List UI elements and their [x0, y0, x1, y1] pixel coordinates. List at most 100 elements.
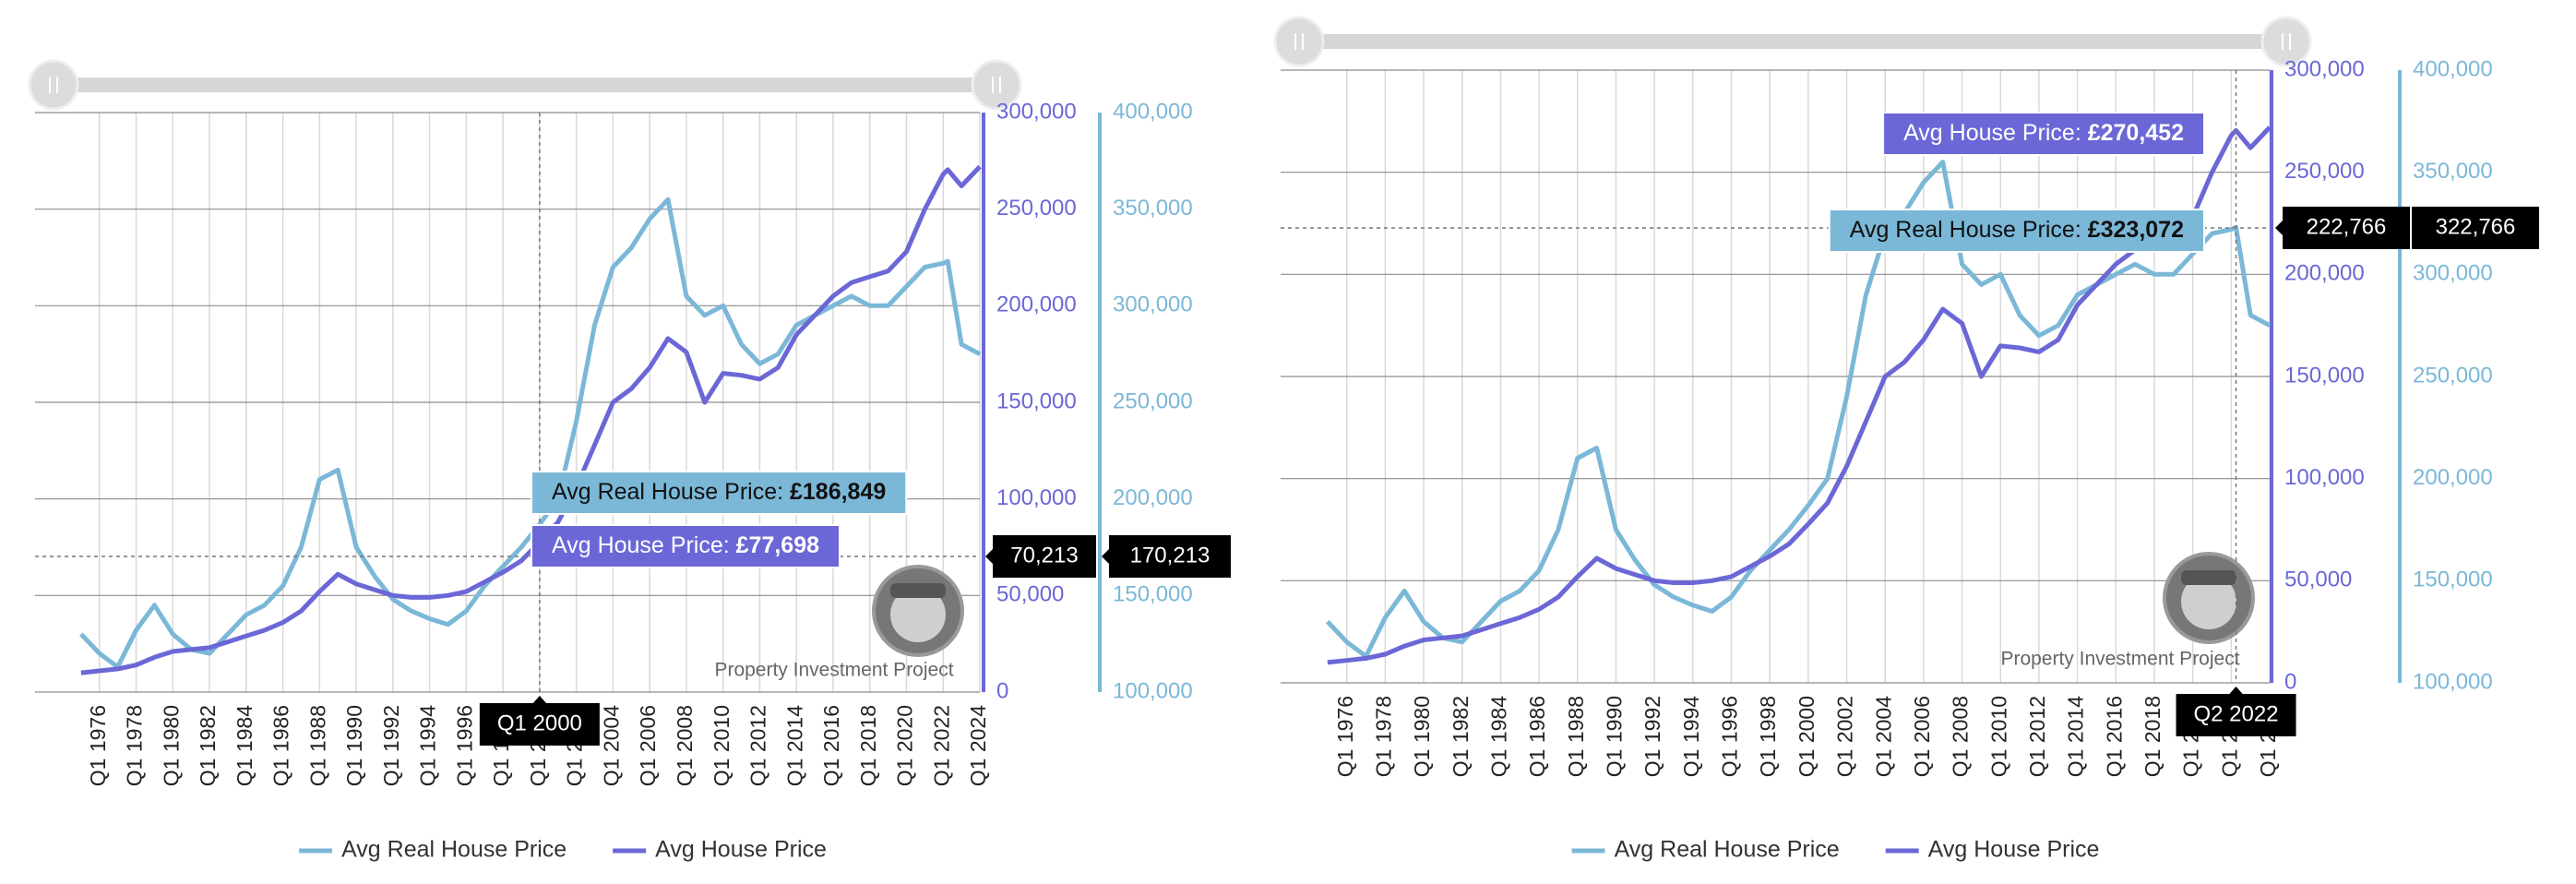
- y2-tick-label: 300,000: [1113, 293, 1193, 317]
- tooltip-box: [531, 471, 908, 515]
- x-tick-label: Q1 1988: [305, 705, 329, 786]
- x-tick-label: Q1 1986: [1525, 696, 1549, 777]
- x-tick-label: Q1 1980: [1410, 696, 1434, 777]
- crosshair-y2-label-box: [1109, 535, 1231, 579]
- y-tick-label: 0: [2284, 669, 2296, 694]
- y-tick-label: 200,000: [996, 293, 1077, 317]
- x-tick-label: Q1 1996: [1718, 696, 1742, 777]
- y2-tick-label: 200,000: [1113, 485, 1193, 510]
- tooltip-value: £270,452: [2088, 120, 2184, 146]
- x-tick-label: Q1 1984: [1486, 696, 1510, 777]
- scrollbar-handle[interactable]: [2260, 16, 2312, 67]
- x-tick-label: Q1 2012: [2025, 696, 2049, 777]
- y2-tick-label: 100,000: [2413, 669, 2493, 694]
- crosshair-y-pointer: [2275, 220, 2283, 235]
- x-tick-label: Q1 1992: [1640, 696, 1664, 777]
- tooltip-box: [531, 524, 841, 568]
- x-tick-label: Q1 2002: [1833, 696, 1857, 777]
- watermark: Property Investment Project: [2000, 649, 2239, 670]
- tooltip-label: Avg House Price:: [1903, 120, 2088, 146]
- x-tick-label: Q1 2018: [2141, 696, 2165, 777]
- tooltip-value: £323,072: [2088, 217, 2184, 243]
- y-tick-label: 100,000: [996, 485, 1077, 510]
- watermark: Property Investment Project: [714, 660, 953, 681]
- y2-tick-label: 250,000: [2413, 363, 2493, 388]
- y2-tick-label: 250,000: [1113, 388, 1193, 413]
- x-tick-label: Q1 1986: [269, 705, 293, 786]
- x-tick-label: Q1 2014: [2064, 696, 2088, 777]
- scrollbar-track[interactable]: [1299, 34, 2288, 49]
- y2-tick-label: 400,000: [2413, 56, 2493, 81]
- x-tick-label: Q1 1996: [452, 705, 476, 786]
- crosshair-y2-pointer: [1102, 549, 1109, 565]
- crosshair-x-label: Q2 2022: [2193, 701, 2278, 726]
- y-tick-label: 150,000: [996, 388, 1077, 413]
- range-scrollbar[interactable]: [1273, 16, 2312, 67]
- x-tick-label: Q1 1976: [1333, 696, 1357, 777]
- crosshair-x-pointer: [531, 696, 547, 704]
- legend-label[interactable]: Avg House Price: [655, 837, 827, 863]
- scrollbar-track[interactable]: [54, 78, 998, 92]
- logo-hair: [2181, 570, 2236, 585]
- legend-label[interactable]: Avg Real House Price: [341, 837, 566, 863]
- y-tick-label: 0: [996, 678, 1008, 703]
- legend: Avg Real House Price Avg House Price: [1571, 837, 2100, 863]
- tooltip-text: Avg House Price: £77,698: [552, 532, 819, 558]
- x-tick-label: Q1 2006: [1910, 696, 1934, 777]
- tooltip-text: Avg Real House Price: £186,849: [552, 479, 886, 505]
- y2-tick-label: 150,000: [1113, 582, 1193, 607]
- x-tick-label: Q1 2016: [2102, 696, 2126, 777]
- crosshair-y2-label: 170,213: [1130, 543, 1210, 567]
- x-tick-label: Q1 2010: [1986, 696, 2010, 777]
- y-tick-label: 50,000: [2284, 567, 2352, 592]
- crosshair-y-label-box: [993, 535, 1096, 579]
- y-tick-label: 250,000: [2284, 159, 2365, 184]
- scrollbar-handle[interactable]: [28, 59, 79, 111]
- y2-tick-label: 200,000: [2413, 465, 2493, 490]
- tooltip-box: [1882, 112, 2205, 156]
- x-tick-label: Q1 1988: [1564, 696, 1588, 777]
- x-tick-label: Q1 2024: [966, 705, 990, 786]
- legend-label[interactable]: Avg Real House Price: [1615, 837, 1840, 863]
- x-tick-label: Q1 1984: [233, 705, 256, 786]
- tooltip-text: Avg Real House Price: £323,072: [1850, 217, 2184, 243]
- x-tick-label: Q1 2016: [819, 705, 843, 786]
- y2-tick-label: 300,000: [2413, 261, 2493, 286]
- legend-label[interactable]: Avg House Price: [1928, 837, 2100, 863]
- x-tick-label: Q1 2000: [1795, 696, 1819, 777]
- y-tick-label: 250,000: [996, 196, 1077, 221]
- scrollbar-handle[interactable]: [971, 59, 1022, 111]
- crosshair-y2-label-box: [2412, 206, 2539, 249]
- y2-tick-label: 350,000: [2413, 159, 2493, 184]
- y-tick-label: 300,000: [996, 99, 1077, 124]
- range-scrollbar[interactable]: [28, 59, 1022, 111]
- y-tick-label: 150,000: [2284, 363, 2365, 388]
- x-tick-label: Q1 2012: [746, 705, 770, 786]
- x-tick-label: Q1 2020: [893, 705, 917, 786]
- y2-tick-label: 150,000: [2413, 567, 2493, 592]
- x-tick-label: Q1 2004: [1871, 696, 1895, 777]
- crosshair-y-label: 70,213: [1010, 543, 1078, 567]
- series-line: [1327, 125, 2272, 665]
- crosshair-x-box: [2176, 694, 2296, 736]
- x-tick-label: Q1 2006: [636, 705, 660, 786]
- logo-hair: [890, 583, 946, 598]
- x-tick-label: Q1 1976: [86, 705, 110, 786]
- x-tick-label: Q1 1980: [159, 705, 183, 786]
- chart: Q1 1976 Q1 1978 Q1 1980 Q1 1982 Q1 1984 Q1 19…: [28, 59, 1231, 863]
- x-tick-label: Q1 2010: [710, 705, 733, 786]
- logo-face: [2181, 574, 2236, 629]
- series-line: [79, 197, 982, 670]
- x-tick-label: Q1 1994: [1679, 696, 1703, 777]
- tooltip-value: £77,698: [736, 532, 819, 558]
- scrollbar-handle[interactable]: [1273, 16, 1325, 67]
- x-tick-label: Q1 1990: [1603, 696, 1627, 777]
- x-tick-label: Q1 2014: [782, 705, 806, 786]
- x-tick-label: Q1 2008: [673, 705, 697, 786]
- x-tick-label: Q1 1992: [379, 705, 403, 786]
- tooltip-text: Avg House Price: £270,452: [1903, 120, 2184, 146]
- tooltip-label: Avg Real House Price:: [1850, 217, 2088, 243]
- x-tick-label: Q1 2004: [599, 705, 623, 786]
- crosshair-y-pointer: [985, 549, 993, 565]
